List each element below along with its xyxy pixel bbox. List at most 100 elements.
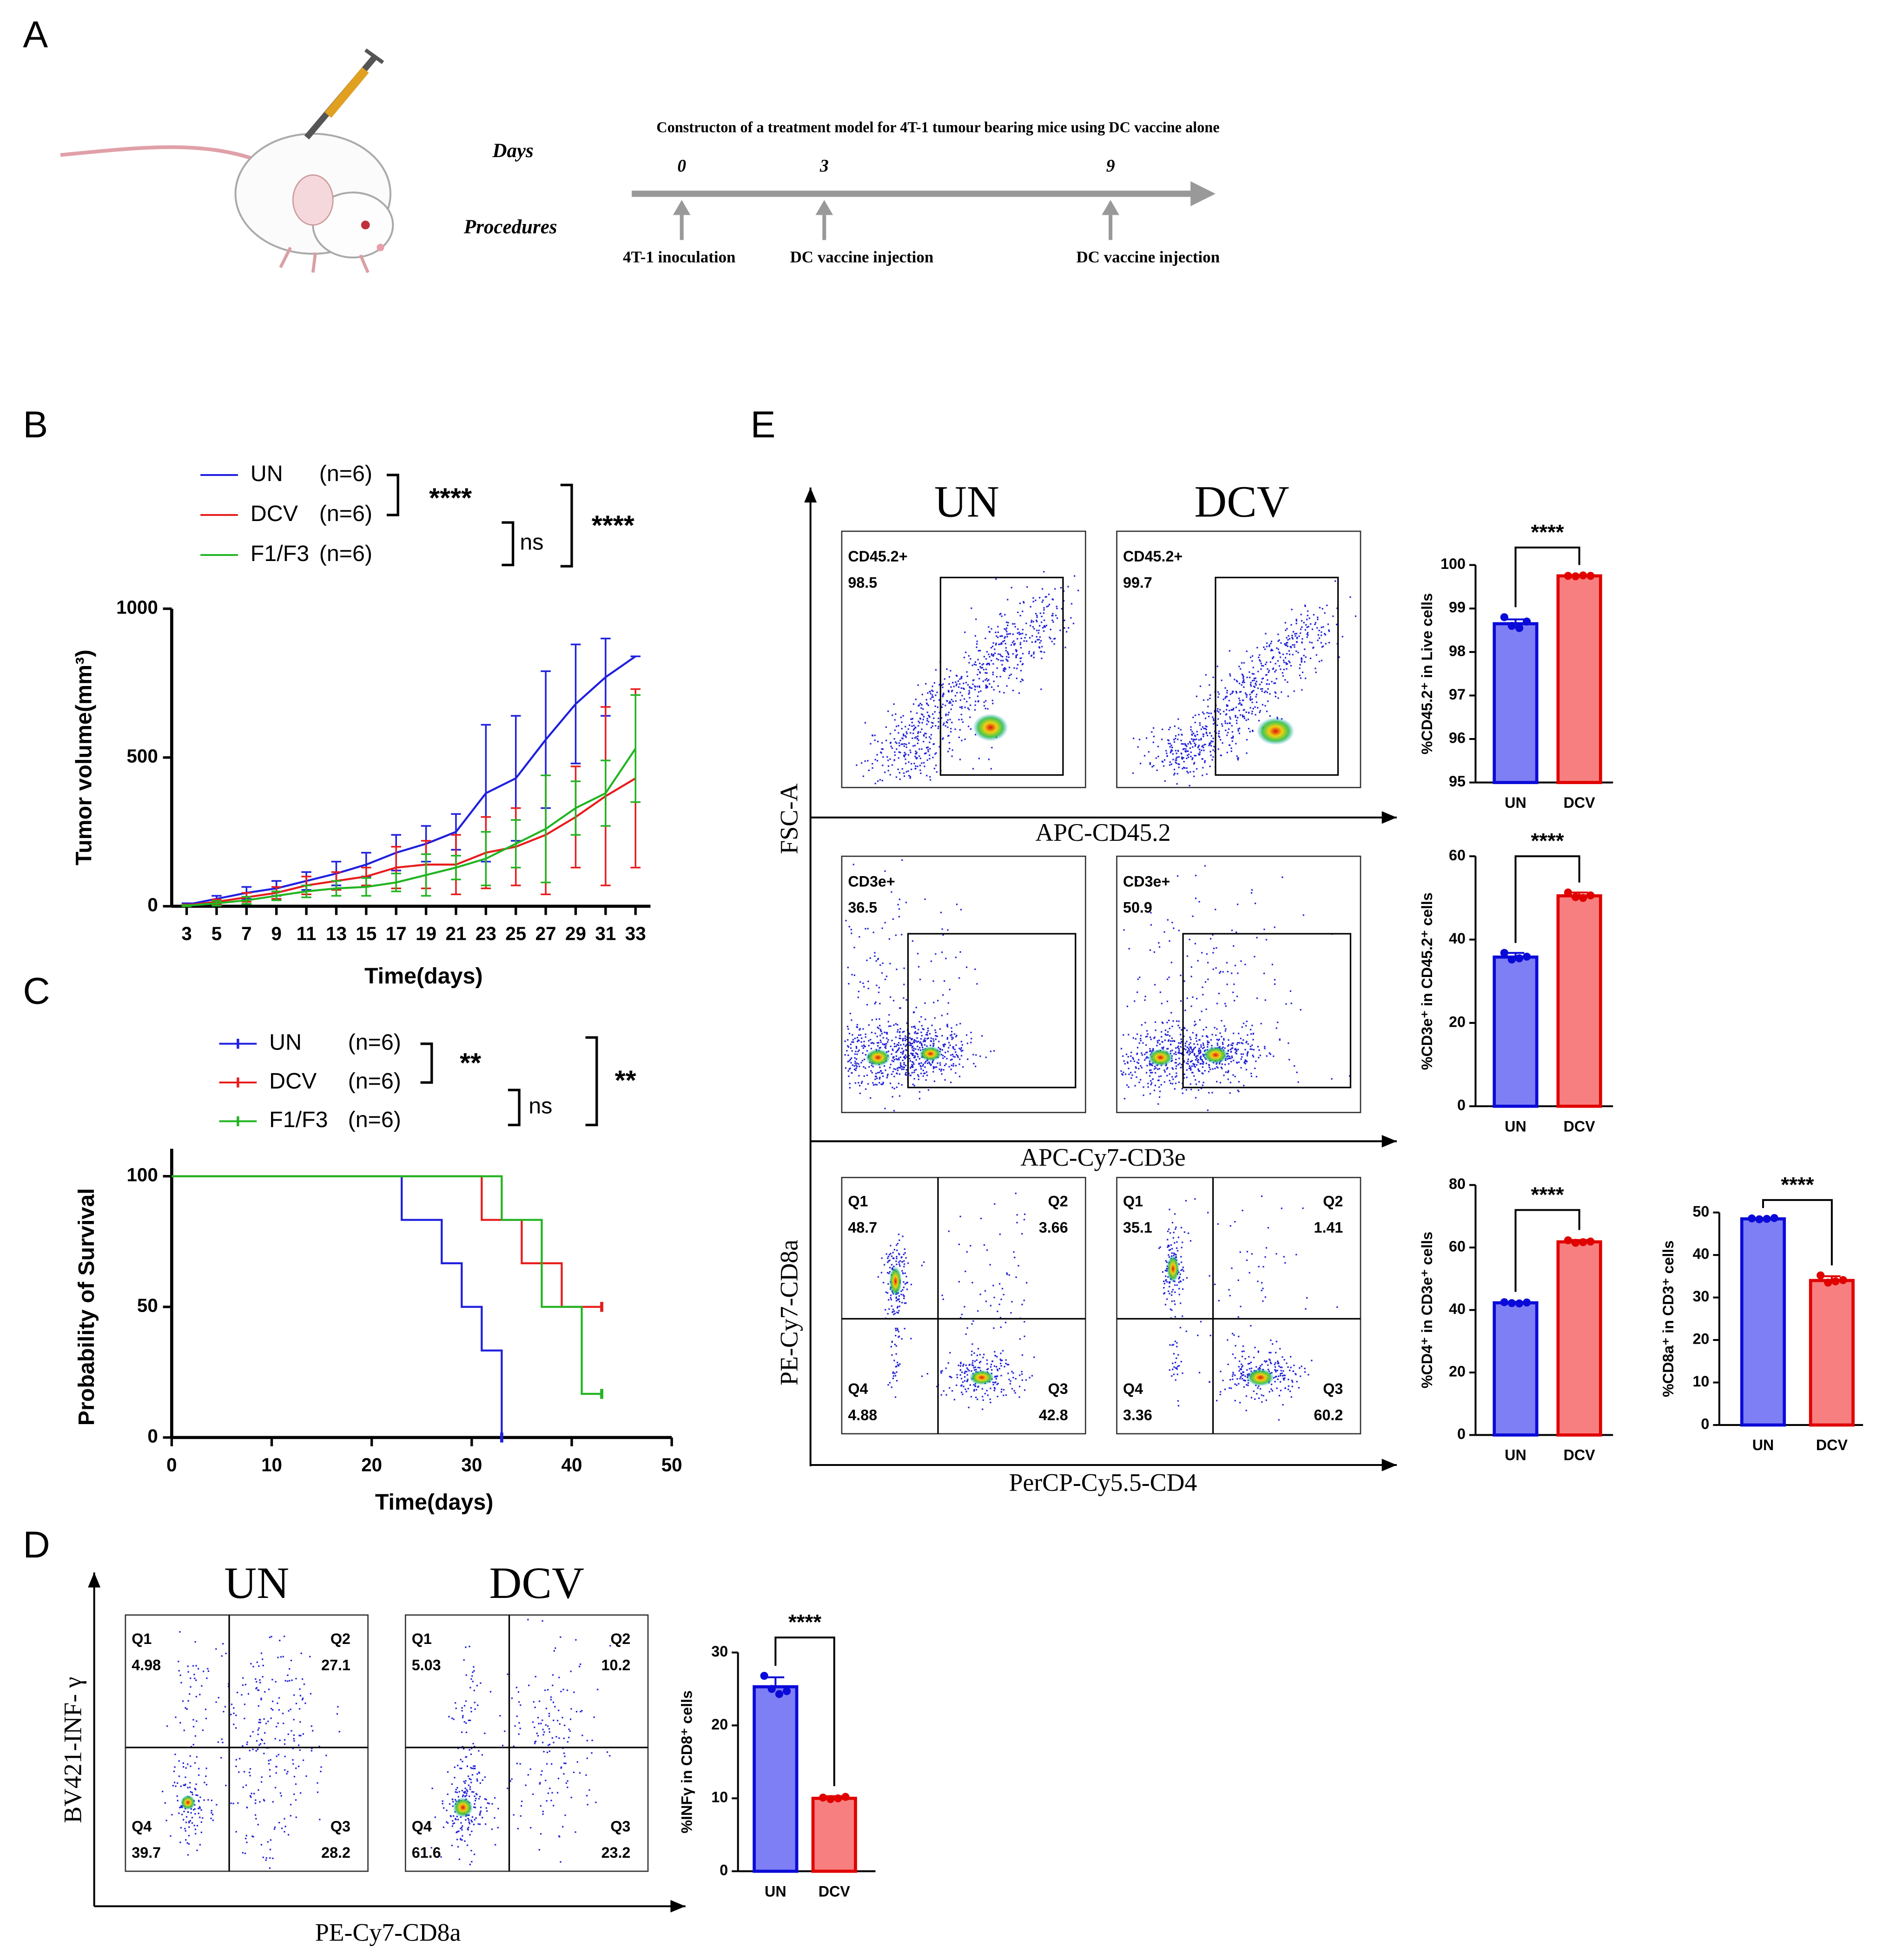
event-dot — [1180, 1261, 1183, 1263]
event-dot — [991, 1360, 993, 1362]
event-dot — [318, 1746, 320, 1748]
event-dot — [1183, 980, 1185, 982]
event-dot — [1176, 1346, 1178, 1347]
event-dot — [1211, 1045, 1213, 1047]
event-dot — [476, 1773, 478, 1775]
event-dot — [1019, 642, 1022, 644]
event-dot — [946, 1037, 949, 1039]
event-dot — [858, 990, 860, 992]
event-dot — [1280, 1366, 1282, 1368]
event-dot — [922, 1075, 924, 1077]
event-dot — [1212, 741, 1214, 743]
event-dot — [914, 1027, 916, 1029]
event-dot — [270, 1839, 271, 1841]
event-dot — [1141, 1054, 1143, 1056]
event-dot — [956, 675, 958, 677]
event-dot — [200, 1821, 202, 1823]
event-dot — [442, 1800, 443, 1802]
event-dot — [904, 756, 905, 758]
event-dot — [1171, 1344, 1173, 1346]
event-dot — [1206, 734, 1209, 737]
event-dot — [899, 778, 901, 780]
event-dot — [1251, 1024, 1253, 1027]
event-dot — [1222, 1042, 1223, 1043]
event-dot — [1202, 726, 1203, 728]
event-dot — [1235, 716, 1236, 718]
event-dot — [1186, 771, 1188, 772]
event-dot — [922, 714, 924, 716]
event-dot — [1235, 715, 1236, 717]
event-dot — [1275, 695, 1277, 698]
event-dot — [454, 1702, 456, 1704]
event-dot — [896, 1249, 898, 1251]
event-dot — [1241, 662, 1243, 664]
event-dot — [259, 1743, 262, 1745]
event-dot — [1291, 608, 1293, 610]
event-dot — [966, 700, 968, 703]
event-dot — [284, 1636, 285, 1637]
event-dot — [1261, 681, 1262, 683]
event-dot — [247, 1693, 250, 1695]
event-dot — [1177, 1052, 1179, 1054]
event-dot — [1328, 642, 1330, 644]
event-dot — [295, 1799, 297, 1801]
event-dot — [951, 1030, 953, 1033]
event-dot — [893, 738, 895, 740]
event-dot — [1202, 758, 1203, 760]
event-dot — [185, 1783, 186, 1785]
event-dot — [521, 1801, 523, 1802]
event-dot — [1175, 738, 1176, 739]
event-dot — [454, 1766, 456, 1768]
event-dot — [912, 737, 913, 739]
event-dot — [259, 1801, 261, 1803]
event-dot — [1251, 701, 1253, 703]
event-dot — [1222, 725, 1223, 727]
event-dot — [470, 1748, 473, 1749]
event-dot — [999, 643, 1001, 645]
event-dot — [897, 1069, 898, 1071]
event-dot — [259, 1679, 261, 1681]
event-dot — [1218, 730, 1220, 732]
event-dot — [1242, 681, 1244, 684]
event-dot — [284, 1755, 286, 1757]
event-cloud — [1132, 580, 1357, 786]
event-dot — [1185, 1089, 1187, 1091]
event-dot — [1247, 1373, 1249, 1375]
event-dot — [974, 1366, 977, 1368]
y-tick-label: 99 — [1449, 599, 1466, 616]
event-dot — [1327, 623, 1329, 625]
event-dot — [942, 694, 944, 696]
event-dot — [989, 656, 991, 658]
event-dot — [921, 762, 923, 764]
event-dot — [1257, 1046, 1259, 1048]
event-dot — [1168, 1039, 1170, 1041]
event-dot — [1176, 1250, 1179, 1252]
event-dot — [965, 966, 968, 968]
event-dot — [497, 1827, 499, 1828]
event-dot — [469, 1645, 470, 1648]
event-dot — [188, 1826, 190, 1828]
event-dot — [912, 703, 915, 705]
event-dot — [864, 722, 866, 724]
event-dot — [499, 1715, 501, 1717]
event-dot — [277, 1656, 279, 1658]
event-dot — [903, 983, 905, 985]
event-dot — [1324, 612, 1326, 614]
event-dot — [1238, 710, 1240, 712]
event-dot — [910, 752, 912, 753]
event-dot — [1282, 1404, 1284, 1406]
event-dot — [935, 669, 937, 671]
event-dot — [898, 1331, 899, 1333]
event-dot — [937, 1000, 939, 1002]
event-dot — [889, 774, 891, 776]
event-dot — [921, 704, 923, 706]
event-dot — [1246, 694, 1248, 696]
event-dot — [1003, 670, 1004, 672]
event-dot — [261, 1739, 263, 1742]
event-dot — [898, 1037, 900, 1039]
event-dot — [305, 1775, 307, 1777]
event-dot — [852, 1039, 854, 1041]
event-dot — [952, 700, 954, 702]
event-dot — [1251, 1048, 1253, 1050]
event-dot — [885, 1045, 887, 1047]
